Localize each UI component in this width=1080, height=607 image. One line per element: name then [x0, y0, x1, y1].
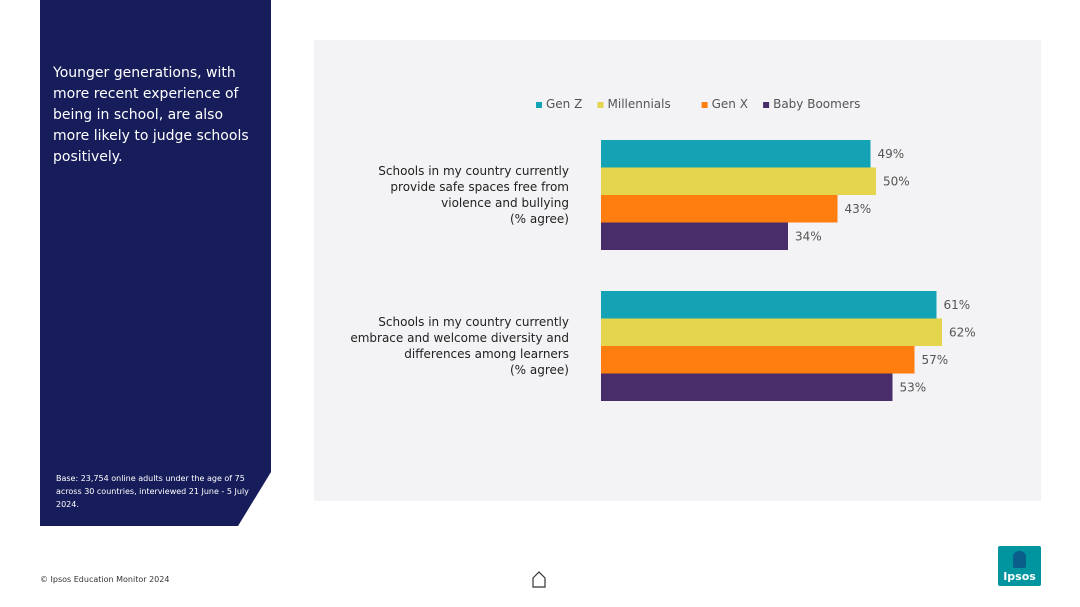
- bar: [601, 222, 788, 250]
- data-label: 50%: [883, 174, 910, 188]
- headline: Younger generations, with more recent ex…: [53, 65, 249, 165]
- bar: [601, 373, 893, 401]
- data-label: 53%: [900, 380, 927, 394]
- category-label: violence and bullying: [441, 196, 569, 210]
- bar: [601, 140, 871, 168]
- category-label: (% agree): [510, 363, 569, 377]
- legend-label: Gen X: [712, 97, 748, 111]
- logo-mark-icon: [1013, 551, 1026, 568]
- base-note: Base: 23,754 online adults under the age…: [56, 474, 249, 509]
- legend-swatch: [597, 102, 604, 108]
- logo-text: Ipsos: [1003, 570, 1036, 583]
- bar: [601, 346, 915, 374]
- category-label: Schools in my country currently: [378, 315, 569, 329]
- legend-swatch: [536, 102, 542, 108]
- bar: [601, 167, 876, 195]
- side-panel: [40, 0, 271, 526]
- legend-label: Baby Boomers: [773, 97, 860, 111]
- data-label: 49%: [878, 147, 905, 161]
- home-icon[interactable]: [531, 570, 547, 588]
- data-label: 34%: [795, 229, 822, 243]
- bar: [601, 318, 942, 346]
- data-label: 57%: [922, 353, 949, 367]
- category-label: provide safe spaces free from: [390, 180, 569, 194]
- category-label: differences among learners: [404, 347, 569, 361]
- bar: [601, 291, 937, 319]
- category-label: embrace and welcome diversity and: [350, 331, 569, 345]
- category-label: Schools in my country currently: [378, 164, 569, 178]
- bar: [601, 195, 838, 223]
- legend-label: Millennials: [608, 97, 671, 111]
- footer-copyright: © Ipsos Education Monitor 2024: [40, 575, 170, 584]
- data-label: 43%: [845, 202, 872, 216]
- data-label: 62%: [949, 325, 976, 339]
- bar-chart: Gen Z Millennials Gen X Baby Boomers Schools…: [350, 97, 976, 401]
- legend-swatch: [701, 102, 708, 108]
- ipsos-logo: Ipsos: [998, 546, 1041, 586]
- category-label: (% agree): [510, 212, 569, 226]
- data-label: 61%: [944, 298, 971, 312]
- legend-swatch: [763, 102, 770, 108]
- chart-panel: Gen Z Millennials Gen X Baby Boomers Schools…: [314, 40, 1041, 501]
- legend-label: Gen Z: [546, 97, 582, 111]
